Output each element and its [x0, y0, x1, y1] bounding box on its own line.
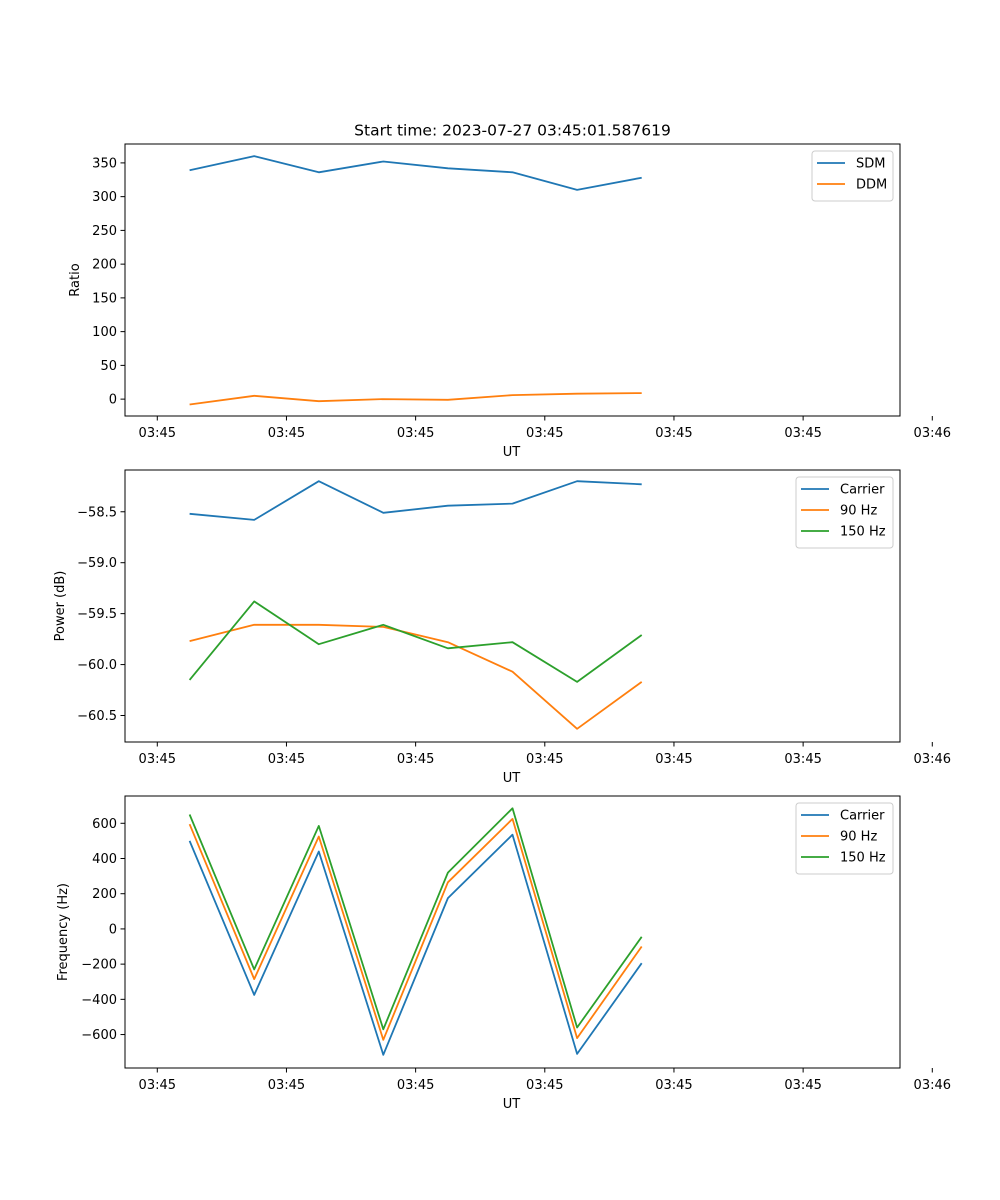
frequency-x-tick-label: 03:45 — [784, 1078, 821, 1093]
frequency-x-axis-label: UT — [503, 1097, 521, 1112]
frequency-y-axis-label: Frequency (Hz) — [56, 883, 71, 981]
power-axes-frame — [124, 469, 901, 743]
ratio-y-tick-label: 100 — [92, 325, 117, 340]
ratio-x-tick-label: 03:45 — [784, 426, 821, 441]
ratio-y-tick-label: 350 — [92, 156, 117, 171]
frequency-y-tick-label: 600 — [92, 817, 117, 832]
power-x-tick-label: 03:45 — [139, 752, 176, 767]
ratio-axes-frame — [124, 143, 901, 417]
frequency-panel: 03:45 03:45 03:45 03:45 03:45 03:45 03:46 600 40… — [56, 795, 951, 1112]
power-series-line-carrier — [189, 480, 642, 521]
frequency-legend-label-carrier: Carrier — [840, 809, 885, 824]
power-x-tick-label: 03:45 — [784, 752, 821, 767]
power-x-tick-label: 03:45 — [268, 752, 305, 767]
power-x-tick-label: 03:45 — [655, 752, 692, 767]
frequency-x-tick-label: 03:45 — [139, 1078, 176, 1093]
frequency-y-tick-label: −200 — [81, 958, 117, 973]
ratio-y-tick-label: 0 — [109, 393, 117, 408]
panels-group: 03:45 03:45 03:45 03:45 03:45 03:45 03:46 0 50 10… — [53, 143, 951, 1112]
ratio-series-line-sdm — [189, 155, 642, 191]
power-legend: Carrier 90 Hz 150 Hz — [795, 476, 894, 549]
ratio-x-axis-label: UT — [503, 445, 521, 460]
power-x-tick-label: 03:45 — [397, 752, 434, 767]
ratio-x-tick-label: 03:46 — [914, 426, 951, 441]
frequency-y-tick-label: −600 — [81, 1028, 117, 1043]
frequency-x-tick-label: 03:46 — [914, 1078, 951, 1093]
ratio-x-tick-label: 03:45 — [655, 426, 692, 441]
ratio-legend-label-ddm: DDM — [856, 178, 887, 193]
frequency-legend-label-150-hz: 150 Hz — [840, 851, 886, 866]
frequency-x-tick-label: 03:45 — [526, 1078, 563, 1093]
ratio-y-tick-label: 50 — [100, 359, 117, 374]
frequency-legend-label-90-hz: 90 Hz — [840, 830, 877, 845]
power-x-axis-label: UT — [503, 771, 521, 786]
ratio-legend: SDM DDM — [811, 150, 894, 202]
frequency-series-line-90-hz — [188, 818, 643, 1041]
ratio-y-tick-label: 150 — [92, 291, 117, 306]
power-y-tick-label: −60.5 — [77, 709, 117, 724]
power-y-axis-label: Power (dB) — [53, 571, 68, 642]
ratio-y-tick-label: 250 — [92, 224, 117, 239]
power-panel: 03:45 03:45 03:45 03:45 03:45 03:45 03:46 −58.5… — [53, 469, 951, 786]
frequency-x-tick-label: 03:45 — [397, 1078, 434, 1093]
power-legend-label-90-hz: 90 Hz — [840, 504, 877, 519]
ratio-panel: 03:45 03:45 03:45 03:45 03:45 03:45 03:46 0 50 10… — [68, 143, 951, 460]
ratio-y-axis-label: Ratio — [68, 263, 83, 296]
power-y-tick-label: −58.5 — [77, 505, 117, 520]
ratio-y-tick-label: 300 — [92, 190, 117, 205]
power-y-tick-label: −59.0 — [77, 556, 117, 571]
power-series-line-150-hz — [188, 600, 643, 683]
power-series-line-90-hz — [189, 623, 643, 730]
power-y-tick-label: −60.0 — [77, 658, 117, 673]
power-x-tick-label: 03:46 — [914, 752, 951, 767]
ratio-x-tick-label: 03:45 — [268, 426, 305, 441]
power-legend-label-carrier: Carrier — [840, 483, 885, 498]
power-y-tick-label: −59.5 — [77, 607, 117, 622]
frequency-y-tick-label: 0 — [109, 922, 117, 937]
ratio-legend-label-sdm: SDM — [856, 157, 885, 172]
ratio-series-line-ddm — [189, 392, 642, 406]
frequency-legend: Carrier 90 Hz 150 Hz — [795, 802, 894, 875]
frequency-x-tick-label: 03:45 — [268, 1078, 305, 1093]
ratio-y-tick-label: 200 — [92, 258, 117, 273]
frequency-y-tick-label: 200 — [92, 887, 117, 902]
frequency-series-line-150-hz — [188, 807, 643, 1031]
power-legend-label-150-hz: 150 Hz — [840, 525, 886, 540]
power-x-tick-label: 03:45 — [526, 752, 563, 767]
frequency-x-tick-label: 03:45 — [655, 1078, 692, 1093]
frequency-axes-frame — [124, 795, 901, 1069]
frequency-y-tick-label: −400 — [81, 993, 117, 1008]
ratio-x-tick-label: 03:45 — [397, 426, 434, 441]
ratio-x-tick-label: 03:45 — [139, 426, 176, 441]
frequency-y-tick-label: 400 — [92, 852, 117, 867]
frequency-series-line-carrier — [188, 833, 643, 1056]
ratio-x-tick-label: 03:45 — [526, 426, 563, 441]
figure-title: Start time: 2023-07-27 03:45:01.587619 — [354, 122, 671, 140]
